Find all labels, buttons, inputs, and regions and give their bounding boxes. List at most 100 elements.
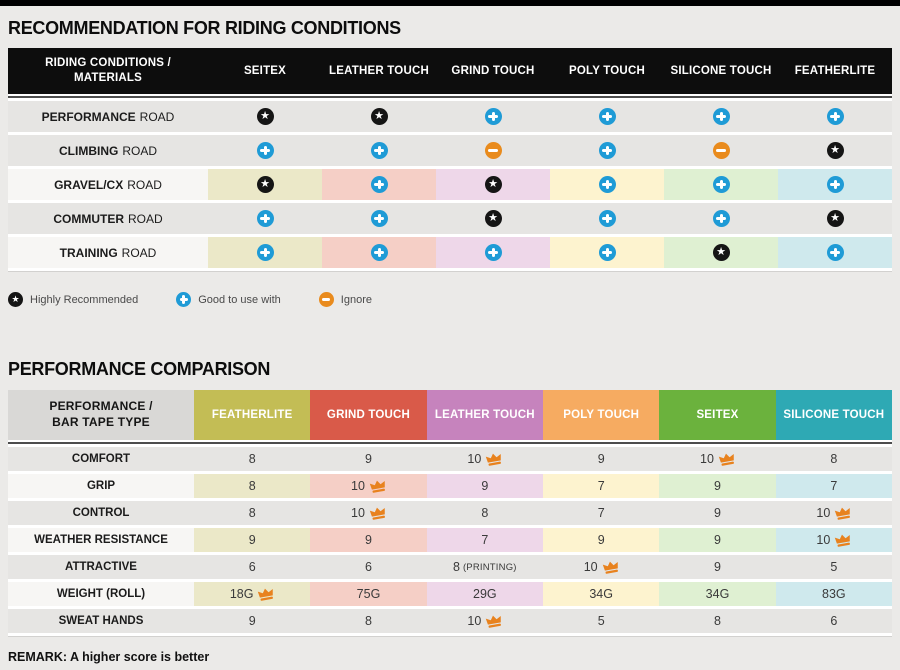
score-cell: 9: [543, 447, 660, 471]
legend-item-good-to-use: Good to use with: [176, 292, 281, 307]
plus-icon: [256, 142, 274, 159]
plus-icon: [598, 142, 616, 159]
performance-row: WEATHER RESISTANCE 9 9 7 9 9 10: [8, 528, 892, 552]
score-cell: 10: [426, 609, 543, 633]
score-value: 83G: [822, 587, 846, 601]
score-cell: 10: [426, 447, 543, 471]
score-cell: 8 (PRINTING): [426, 555, 543, 579]
plus-icon: [370, 244, 388, 261]
score-cell: 83G: [775, 582, 892, 606]
performance-comparison-body: COMFORT 8 9 10 9 10 8 GRIP 8 10 9 7 9 7 CONTROL 8 10 8 7 9 1…: [8, 447, 892, 633]
rating-cell: [322, 237, 436, 268]
score-cell: 10: [310, 501, 427, 525]
score-value: 7: [597, 479, 605, 493]
remark: REMARK: A higher score is better: [8, 650, 210, 664]
rating-cell: [436, 203, 550, 234]
t2-column-header-seitex: SEITEX: [659, 390, 776, 440]
score-cell: 5: [543, 609, 660, 633]
printing-note: (PRINTING): [462, 561, 517, 573]
score-value: 10: [351, 506, 365, 520]
plus-icon: [176, 292, 192, 307]
plus-icon: [598, 244, 616, 261]
rating-cell: [436, 169, 550, 200]
score-value: 8: [248, 452, 256, 466]
rating-cell: [664, 237, 778, 268]
star-icon: [484, 176, 502, 193]
t2-column-header-grind-touch: GRIND TOUCH: [310, 390, 427, 440]
rating-cell: [778, 237, 892, 268]
score-value: 9: [365, 452, 372, 466]
score-cell: 9: [659, 555, 776, 579]
metric-label: WEIGHT (ROLL): [8, 582, 194, 606]
score-cell: 9: [659, 474, 776, 498]
score-cell: 8: [194, 501, 311, 525]
score-value: 9: [248, 533, 256, 547]
score-cell: 8: [194, 447, 311, 471]
rating-cell: [778, 101, 892, 132]
legend: Highly Recommended Good to use with Igno…: [8, 292, 892, 307]
score-value: 9: [597, 452, 605, 466]
crown-icon: [834, 505, 852, 521]
score-value: 10: [816, 533, 831, 547]
rating-cell: [664, 203, 778, 234]
rating-cell: [322, 203, 436, 234]
star-icon: [712, 244, 730, 261]
rating-cell: [550, 169, 664, 200]
score-value: 6: [365, 560, 372, 574]
rating-cell: [322, 169, 436, 200]
divider: [8, 440, 892, 442]
score-cell: 8: [426, 501, 543, 525]
rating-cell: [322, 101, 436, 132]
score-cell: 34G: [543, 582, 660, 606]
plus-icon: [598, 108, 616, 125]
score-cell: 5: [775, 555, 892, 579]
score-value: 9: [714, 533, 721, 547]
plus-icon: [484, 108, 502, 125]
score-cell: 9: [194, 609, 311, 633]
condition-label: COMMUTER ROAD: [8, 203, 208, 234]
star-icon: [256, 176, 274, 193]
plus-icon: [370, 176, 388, 193]
crown-icon: [485, 613, 503, 629]
score-value: 9: [365, 533, 372, 547]
score-cell: 9: [659, 501, 776, 525]
score-cell: 75G: [310, 582, 427, 606]
score-value: 8: [714, 614, 721, 628]
score-value: 34G: [589, 587, 613, 601]
crown-icon: [485, 451, 503, 467]
crown-icon: [602, 559, 620, 575]
riding-condition-row: CLIMBING ROAD: [8, 135, 892, 166]
score-value: 8: [452, 560, 460, 574]
score-cell: 9: [659, 528, 776, 552]
rating-cell: [436, 135, 550, 166]
plus-icon: [712, 176, 730, 193]
score-value: 7: [597, 506, 605, 520]
plus-icon: [826, 108, 844, 125]
score-cell: 8: [659, 609, 776, 633]
minus-icon: [712, 142, 730, 159]
rating-cell: [208, 135, 322, 166]
score-value: 9: [714, 479, 721, 493]
score-cell: 10: [659, 447, 776, 471]
rating-cell: [664, 169, 778, 200]
t1-column-header-silicone-touch: SILICONE TOUCH: [670, 64, 772, 77]
plus-icon: [826, 176, 844, 193]
minus-icon: [318, 292, 334, 307]
score-value: 10: [700, 452, 714, 466]
plus-icon: [370, 210, 388, 227]
t2-column-header-leather-touch: LEATHER TOUCH: [426, 390, 543, 440]
score-cell: 7: [543, 474, 660, 498]
score-value: 5: [597, 614, 605, 628]
star-icon: [484, 210, 502, 227]
plus-icon: [370, 142, 388, 159]
legend-item-highly-recommended: Highly Recommended: [8, 292, 138, 307]
score-cell: 18G: [194, 582, 311, 606]
star-icon: [826, 210, 844, 227]
rating-cell: [778, 135, 892, 166]
table2-title: PERFORMANCE COMPARISON: [8, 359, 271, 379]
crown-icon: [369, 478, 387, 494]
score-value: 8: [248, 506, 256, 520]
t1-column-header-seitex: SEITEX: [243, 64, 287, 77]
plus-icon: [598, 176, 616, 193]
rating-cell: [550, 237, 664, 268]
